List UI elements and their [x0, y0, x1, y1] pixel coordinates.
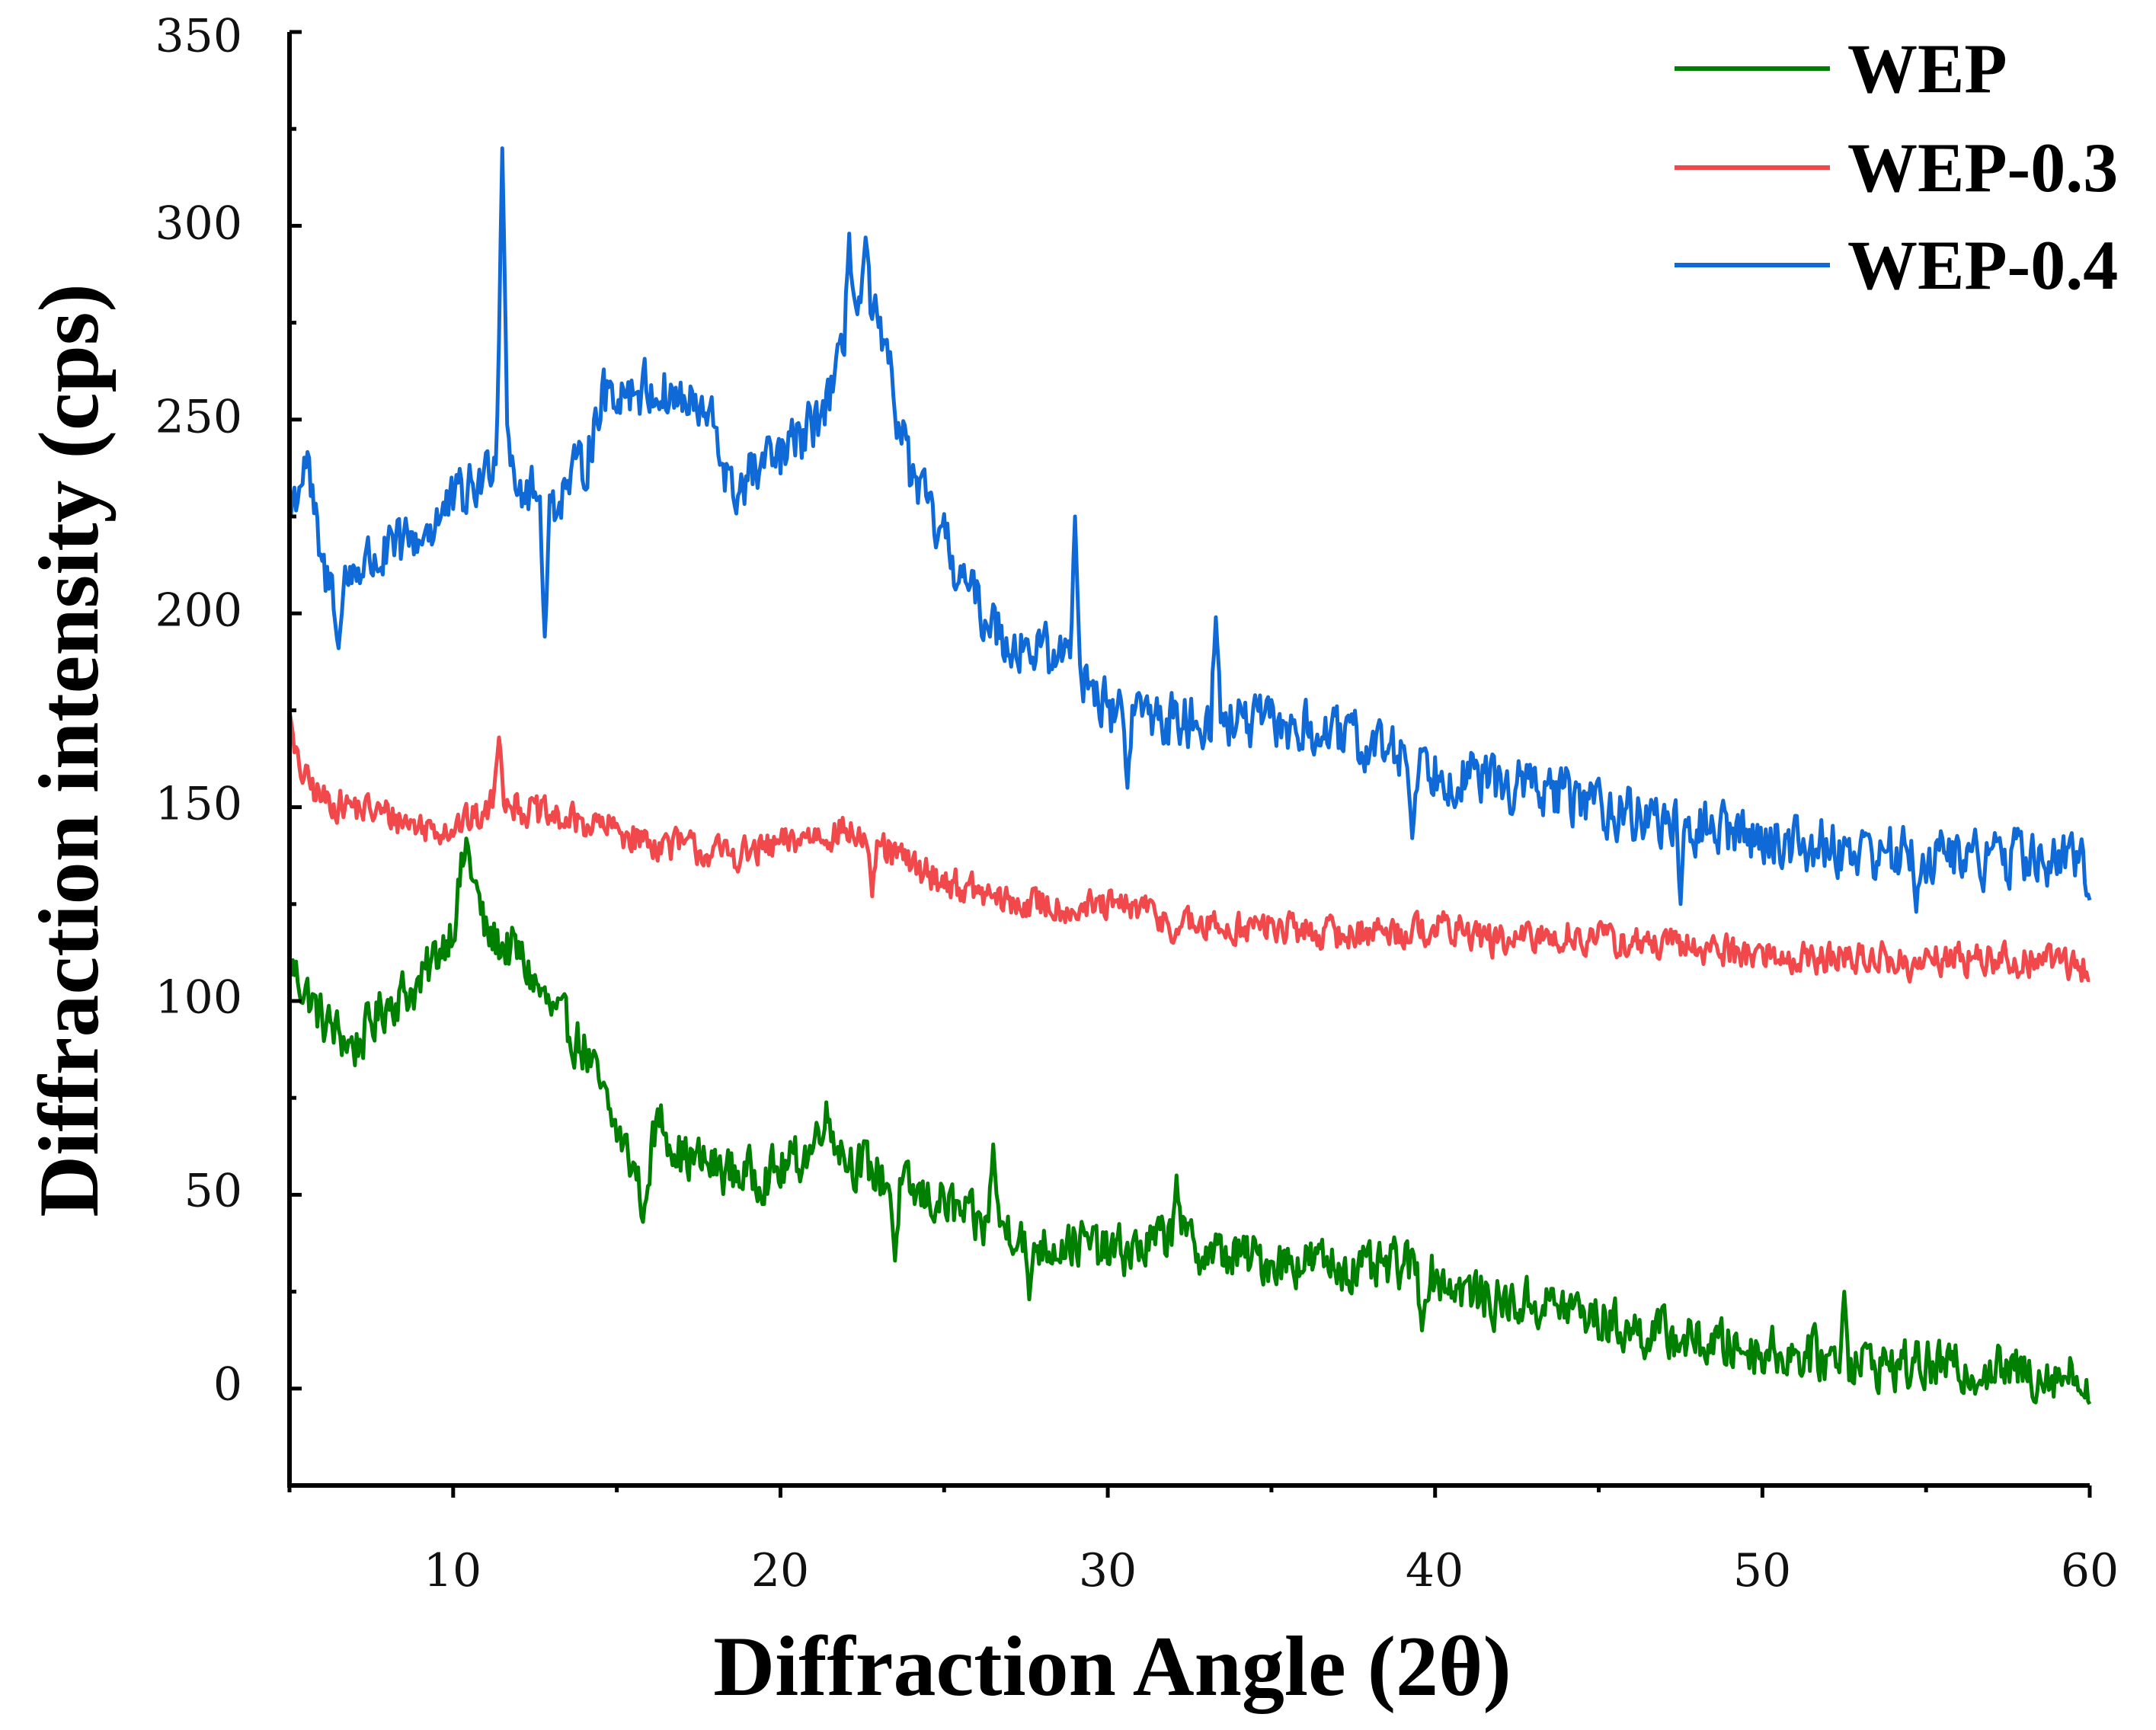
series-line-wep: [287, 836, 2092, 1405]
legend-label-wep-0-4: WEP-0.4: [1847, 226, 2118, 304]
y-tick-label-200: 200: [155, 584, 242, 638]
legend: WEP WEP-0.3 WEP-0.4: [1675, 30, 2118, 304]
x-axis-title: Diffraction Angle (2θ): [713, 1620, 1511, 1714]
x-tick-label-30: 30: [1079, 1544, 1137, 1597]
x-tick-label-10: 10: [424, 1544, 481, 1597]
x-tick-label-40: 40: [1406, 1544, 1463, 1597]
y-tick-label-300: 300: [155, 197, 242, 251]
y-tick-label-150: 150: [155, 778, 242, 831]
series-line-wep-0-3: [287, 710, 2090, 984]
y-axis-title: Diffraction intensity (cps): [22, 283, 117, 1217]
ticks-layer: [287, 30, 2092, 1498]
x-tick-label-60: 60: [2061, 1544, 2119, 1597]
x-tick-label-50: 50: [1733, 1544, 1791, 1597]
y-tick-label-250: 250: [155, 391, 242, 444]
y-tick-label-100: 100: [155, 971, 242, 1025]
y-tick-label-50: 50: [184, 1165, 242, 1218]
series-layer: [287, 146, 2092, 1405]
x-tick-label-20: 20: [751, 1544, 809, 1597]
legend-label-wep: WEP: [1847, 30, 2007, 107]
y-tick-label-350: 350: [155, 10, 242, 63]
y-tick-label-0: 0: [213, 1358, 242, 1412]
legend-label-wep-0-3: WEP-0.3: [1847, 129, 2118, 206]
series-line-wep-0-4: [287, 146, 2092, 914]
